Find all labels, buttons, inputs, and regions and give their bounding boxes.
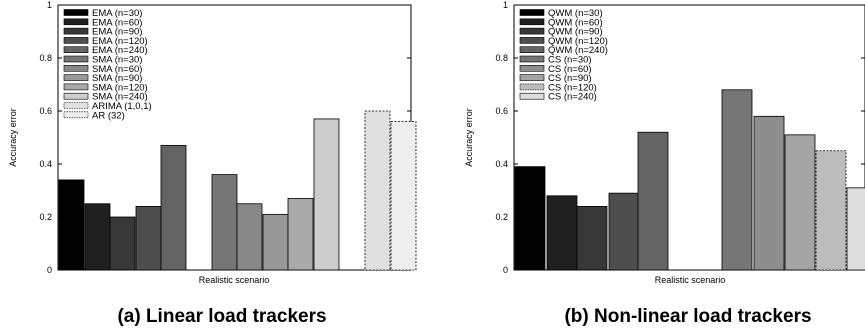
- legend-key: [519, 65, 545, 72]
- y-axis-label: Accuracy error: [464, 108, 474, 167]
- y-tick-label: 0: [503, 265, 508, 275]
- legend-key: [63, 92, 89, 100]
- legend-key: [63, 83, 89, 91]
- y-tick-label: 1: [47, 0, 52, 10]
- bar: [84, 203, 111, 271]
- legend-label: ARIMA (1,0,1): [92, 101, 152, 112]
- bar: [637, 131, 669, 271]
- bar: [546, 195, 578, 271]
- y-tick-label: 0.8: [495, 53, 508, 63]
- y-tick-label: 0.6: [39, 106, 52, 116]
- legend-key: [519, 27, 545, 35]
- legend-key: [519, 18, 545, 26]
- legend-label: EMA (n=60): [92, 17, 142, 28]
- legend-label: QWM (n=90): [548, 27, 603, 38]
- legend-key: [63, 102, 89, 109]
- bar: [135, 205, 162, 271]
- legend-label: SMA (n=240): [92, 92, 148, 103]
- legend-key: [519, 9, 545, 16]
- bar: [262, 213, 289, 271]
- legend-key: [63, 111, 89, 119]
- legend-label: SMA (n=30): [92, 55, 142, 66]
- bar: [846, 187, 865, 271]
- legend-label: SMA (n=90): [92, 73, 142, 84]
- bar: [364, 110, 391, 271]
- bar: [313, 118, 340, 271]
- legend-key: [519, 37, 545, 44]
- legend-label: EMA (n=90): [92, 27, 142, 38]
- legend-label: QWM (n=240): [548, 45, 608, 56]
- x-axis-label: Realistic scenario: [655, 275, 726, 285]
- bar: [160, 145, 187, 271]
- plot-frame: [513, 4, 865, 271]
- legend-label: EMA (n=30): [92, 8, 142, 19]
- bar: [753, 115, 785, 271]
- legend-key: [63, 74, 89, 81]
- bar: [211, 174, 238, 271]
- y-tick-label: 0.6: [495, 106, 508, 116]
- legend-label: QWM (n=30): [548, 8, 603, 19]
- y-tick-label: 0.4: [39, 159, 52, 169]
- legend-label: CS (n=90): [548, 73, 592, 84]
- y-tick-label: 1: [503, 0, 508, 10]
- bar: [390, 121, 417, 271]
- legend-label: EMA (n=120): [92, 36, 148, 47]
- bar: [608, 192, 640, 271]
- legend-key: [519, 92, 545, 100]
- legend-key: [519, 83, 545, 91]
- bar: [109, 216, 136, 271]
- legend-label: CS (n=60): [548, 64, 592, 75]
- legend-label: EMA (n=240): [92, 45, 148, 56]
- y-tick-label: 0.2: [39, 212, 52, 222]
- legend-key: [63, 65, 89, 72]
- bar: [287, 198, 314, 271]
- legend-key: [63, 9, 89, 16]
- legend-label: QWM (n=120): [548, 36, 608, 47]
- bar: [514, 166, 546, 271]
- legend-label: QWM (n=60): [548, 17, 603, 28]
- panel-caption: (b) Non-linear load trackers: [564, 306, 811, 327]
- panel-caption: (a) Linear load trackers: [117, 306, 326, 327]
- legend-key: [519, 55, 545, 63]
- y-tick-label: 0.2: [495, 212, 508, 222]
- legend-label: SMA (n=60): [92, 64, 142, 75]
- bar: [721, 89, 753, 271]
- legend-key: [63, 27, 89, 35]
- legend-key: [519, 46, 545, 54]
- bar: [576, 205, 608, 271]
- legend-label: CS (n=240): [548, 92, 597, 103]
- legend-key: [519, 74, 545, 81]
- y-tick-label: 0.4: [495, 159, 508, 169]
- legend-key: [63, 55, 89, 63]
- bar: [236, 203, 263, 271]
- legend-label: CS (n=120): [548, 82, 597, 93]
- y-tick-label: 0.8: [39, 53, 52, 63]
- bar: [815, 150, 847, 271]
- legend-key: [63, 46, 89, 54]
- bar: [58, 179, 85, 271]
- legend-key: [63, 18, 89, 26]
- legend-key: [63, 37, 89, 44]
- legend-label: SMA (n=120): [92, 82, 148, 93]
- y-axis-label: Accuracy error: [8, 108, 18, 167]
- legend-label: AR (32): [92, 110, 125, 121]
- legend-label: CS (n=30): [548, 55, 592, 66]
- bar: [784, 134, 816, 271]
- y-tick-label: 0: [47, 265, 52, 275]
- x-axis-label: Realistic scenario: [199, 275, 270, 285]
